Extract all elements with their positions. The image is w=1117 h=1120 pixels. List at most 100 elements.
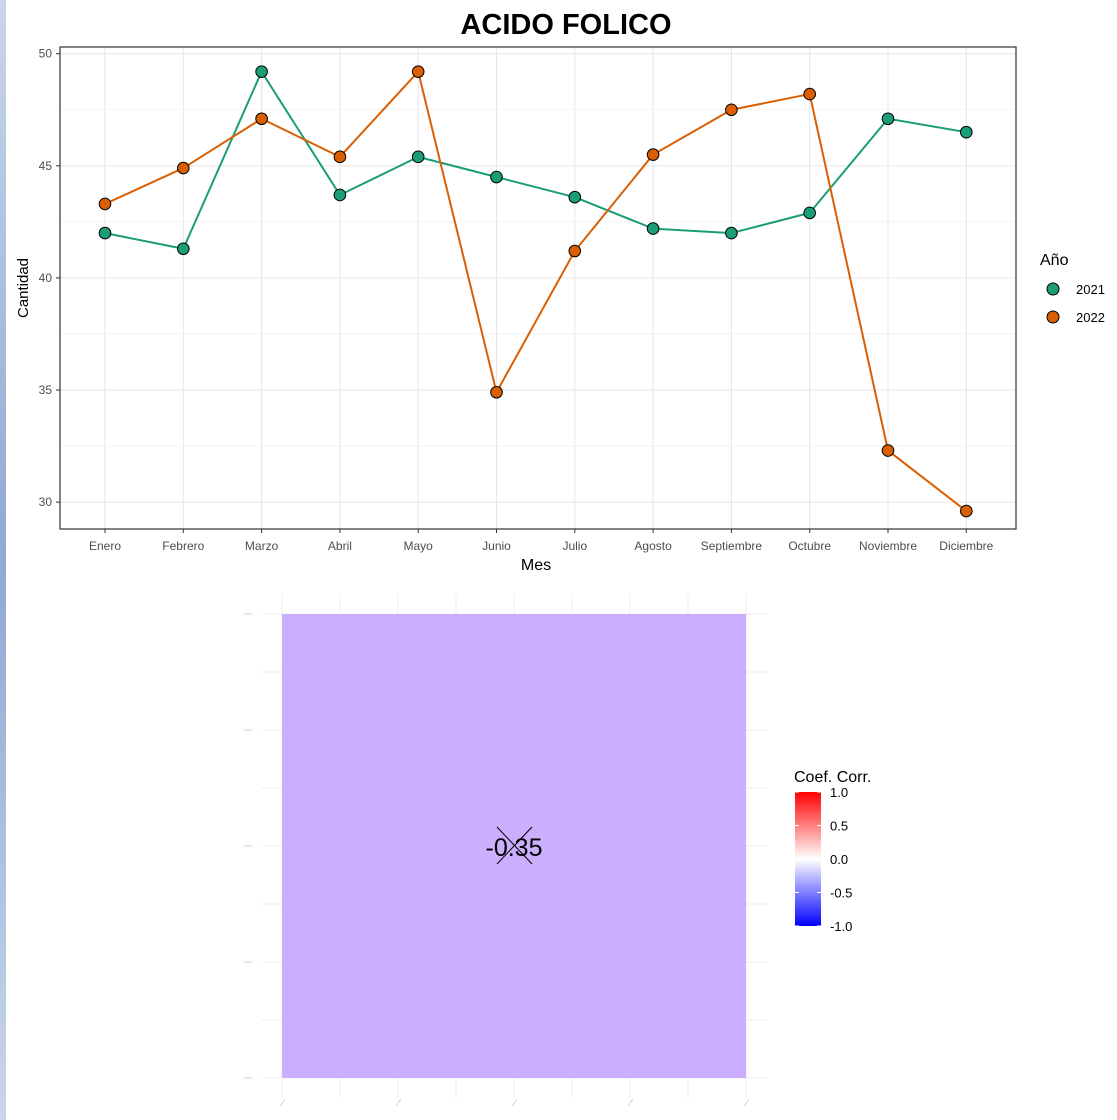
data-point [568,244,582,258]
y-axis: 30 35 40 45 50 [39,47,60,509]
x-axis: Enero Febrero Marzo Abril Mayo Junio Julio Agos… [89,529,994,553]
series-line-segment [652,108,733,156]
data-point [98,226,112,240]
y-tick-label: 45 [39,159,53,173]
data-point [803,87,817,101]
series-line-segment [730,93,811,111]
data-point [490,385,503,399]
data-point [725,226,738,240]
legend-key [1046,282,1060,296]
legend-items: 2021 2022 [1046,282,1105,325]
x-tick-label: Mayo [404,539,434,553]
data-point [960,504,973,518]
series-line-segment [104,232,185,250]
colorbar-title: Coef. Corr. [794,769,871,786]
series-line-segment [260,117,341,158]
heatmap-x-tick-stub [279,1098,286,1107]
x-tick-label: Diciembre [939,539,993,553]
heatmap-x-tick-stub [743,1098,750,1107]
legend-label: 2021 [1076,282,1105,297]
data-point [255,65,268,78]
colorbar-tick-label: 0.5 [830,819,848,834]
colorbar-ticks: 1.0 0.5 0.0 -0.5 -1.0 [795,785,852,934]
x-tick-label: Octubre [788,539,831,553]
data-point [568,190,582,204]
colorbar-tick-label: -1.0 [830,919,852,934]
series-line-segment [887,117,968,134]
chart-title: ACIDO FOLICO [460,9,671,41]
series-line-segment [730,211,811,235]
series-line-segment [573,196,655,230]
series-line-segment [808,93,889,452]
series-line-segment [182,117,263,170]
points-2022 [98,65,973,518]
y-tick-label: 35 [39,383,53,397]
x-tick-label: Enero [89,539,121,553]
x-tick-label: Junio [482,539,511,553]
plot-border [59,46,1017,530]
series-line-segment [260,70,341,196]
x-tick-label: Julio [562,539,587,553]
legend-key [1046,310,1060,324]
data-point [881,112,895,126]
x-tick-label: Abril [328,539,352,553]
data-point [881,444,895,457]
series-line-segment [495,250,576,394]
series-line-segment [338,70,420,158]
grid-layer [60,47,1016,529]
legend-title: Año [1040,252,1069,269]
data-point [646,222,660,235]
insignificant-cross-icon [496,826,533,865]
x-tick-label: Marzo [245,539,279,553]
data-point [725,103,738,117]
series-line-segment [417,70,498,394]
data-point [333,188,347,202]
y-axis-title: Cantidad [15,258,32,318]
x-axis-title: Mes [521,557,551,574]
series-line-segment [573,153,655,253]
data-point [490,170,503,184]
y-tick-label: 40 [39,271,53,285]
heatmap-cell-label: -0.35 [486,834,543,862]
points-2021 [98,65,973,256]
series-line-segment [652,227,733,235]
series-line-segment [104,167,185,205]
x-tick-label: Septiembre [701,539,763,553]
data-point [333,150,347,164]
heatmap-x-tick-stub [627,1098,634,1107]
data-point [960,125,973,139]
data-point [646,148,660,161]
data-point [177,161,190,175]
series-line-segment [495,176,576,199]
y-tick-label: 30 [39,495,53,509]
legend-label: 2022 [1076,310,1105,325]
x-tick-label: Agosto [634,539,672,553]
correlation-heatmap: -0.35 Coef. Corr. 1.0 0.5 0.0 -0.5 -1.0 [244,594,871,1107]
series-2021 [104,70,968,250]
series-line-segment [182,70,263,250]
heatmap-x-tick-stub [395,1098,402,1107]
colorbar-tick-label: 0.0 [830,852,848,867]
series-2022 [104,70,968,513]
series-line-segment [338,155,420,196]
data-point [803,206,817,220]
colorbar-tick-label: -0.5 [830,886,852,901]
x-tick-label: Noviembre [859,539,917,553]
data-point [177,242,190,256]
series-line-segment [887,449,968,513]
data-point [411,65,425,78]
line-chart: ACIDO FOLICO 30 35 40 45 50 Enero Febrero Marz… [15,9,1105,574]
colorbar [795,792,821,926]
window-frame-edge [0,0,6,1120]
data-point [255,112,268,126]
data-point [411,150,425,164]
colorbar-tick-label: 1.0 [830,785,848,800]
series-line-segment [417,155,498,179]
heatmap-x-tick-stub [511,1098,518,1107]
plot-panel [60,47,1016,529]
series-line-segment [808,117,889,214]
series-layer [98,65,973,518]
legend: Año 2021 2022 [1040,252,1105,325]
y-tick-label: 50 [39,47,53,61]
